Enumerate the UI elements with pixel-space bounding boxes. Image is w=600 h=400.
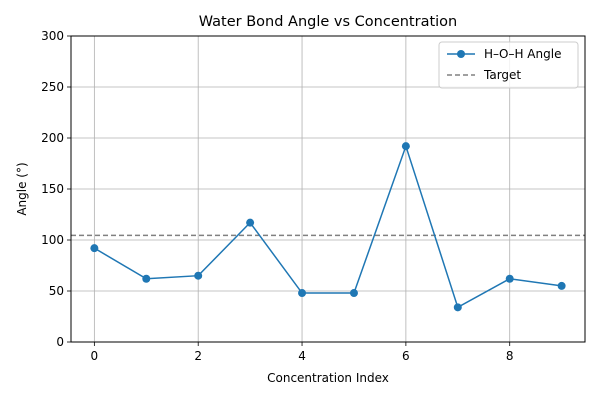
- data-point: [194, 271, 203, 280]
- x-tick-label: 0: [91, 349, 99, 363]
- data-point: [349, 289, 358, 298]
- y-tick-label: 200: [41, 131, 64, 145]
- x-tick-label: 4: [298, 349, 306, 363]
- data-point: [142, 274, 151, 283]
- data-point: [401, 142, 410, 151]
- x-ticks: 0 2 4 6 8: [91, 342, 514, 363]
- chart-title: Water Bond Angle vs Concentration: [199, 14, 458, 30]
- x-axis-label: Concentration Index: [267, 371, 389, 385]
- legend: H–O–H Angle Target: [438, 41, 579, 89]
- data-point: [298, 289, 307, 298]
- y-tick-label: 100: [41, 233, 64, 247]
- y-tick-label: 0: [56, 335, 64, 349]
- legend-entry-series: H–O–H Angle: [484, 47, 561, 61]
- legend-entry-target: Target: [483, 68, 521, 82]
- data-point: [557, 281, 566, 290]
- legend-marker-swatch: [457, 50, 465, 58]
- y-ticks: 0 50 100 150 200 250 300: [41, 29, 71, 349]
- series-line: [93, 143, 562, 309]
- data-point: [505, 274, 514, 283]
- y-tick-label: 300: [41, 29, 64, 43]
- y-axis-label: Angle (°): [15, 162, 29, 215]
- data-point: [453, 303, 462, 312]
- x-tick-label: 2: [194, 349, 202, 363]
- y-tick-label: 50: [49, 284, 64, 298]
- series-layer: [90, 142, 566, 312]
- y-tick-label: 150: [41, 182, 64, 196]
- data-point: [90, 244, 99, 253]
- x-tick-label: 8: [506, 349, 514, 363]
- data-point: [246, 218, 255, 227]
- x-tick-label: 6: [402, 349, 410, 363]
- y-tick-label: 250: [41, 80, 64, 94]
